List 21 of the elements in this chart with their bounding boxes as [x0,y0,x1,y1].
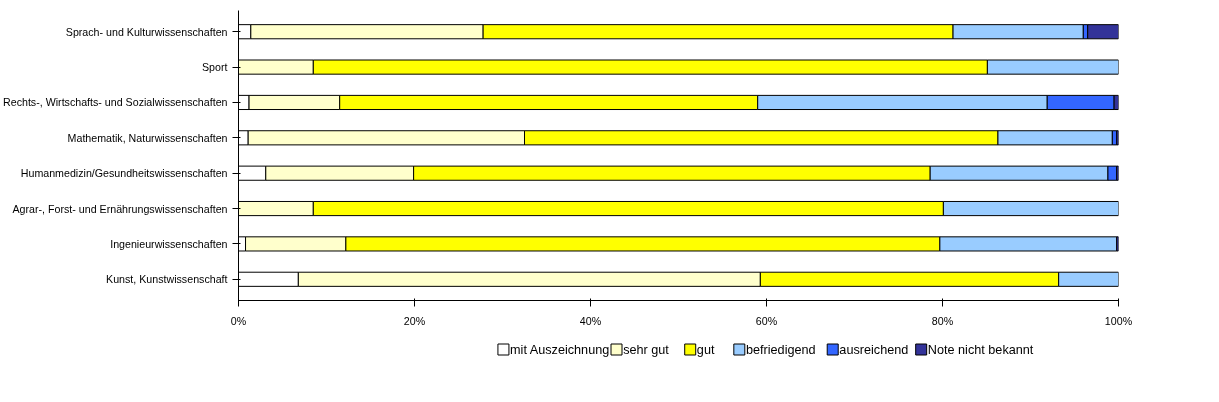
legend-label: sehr gut [623,342,670,357]
y-tick-label: Rechts-, Wirtschafts- und Sozialwissenschaften [3,96,228,109]
bar [1087,24,1119,40]
x-tick-label: 100% [1104,314,1133,327]
legend-label: ausreichend [839,342,909,357]
x-tick-label: 40% [579,314,602,327]
y-tick-label: Kunst, Kunstwissenschaft [106,273,228,286]
x-tick-label: 0% [230,314,247,327]
legend-label: befriedigend [745,342,816,357]
y-tick-label: Mathematik, Naturwissenschaften [67,131,228,144]
x-tick-label: 80% [931,314,954,327]
y-tick-label: Ingenieurwissenschaften [110,237,228,250]
legend-label: Note nicht bekannt [927,342,1034,357]
legend-label: mit Auszeichnung [510,342,610,357]
y-tick-label: Sport [202,61,228,74]
y-tick-label: Sprach- und Kulturwissenschaften [65,25,228,38]
x-tick-label: 20% [403,314,426,327]
y-tick-label: Agrar-, Forst- und Ernährungswissenschaften [12,202,228,215]
y-tick-label: Humanmedizin/Gesundheitswissenschaften [20,167,228,180]
x-tick-label: 60% [755,314,778,327]
legend-label: gut [696,342,715,357]
